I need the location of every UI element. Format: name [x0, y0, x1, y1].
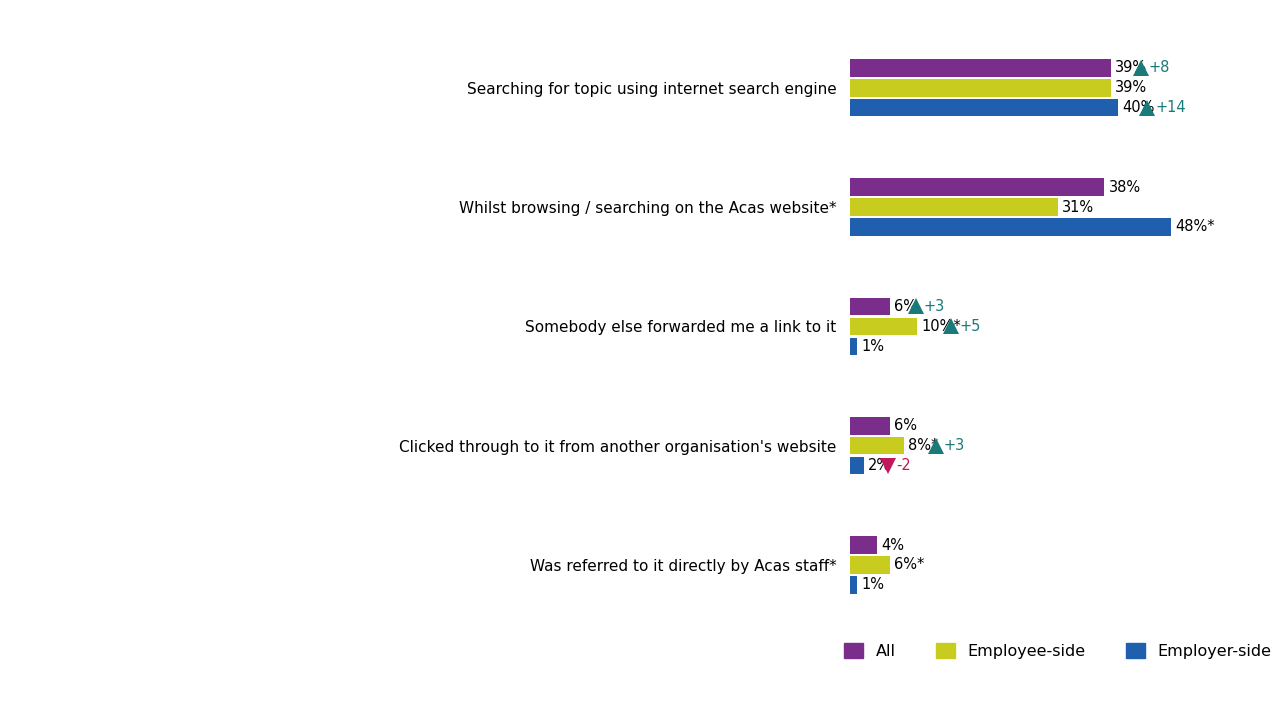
Bar	[850, 536, 877, 554]
Bar	[850, 198, 1057, 216]
Bar	[850, 557, 891, 574]
Text: 48%*: 48%*	[1175, 220, 1215, 235]
Text: +14: +14	[1156, 100, 1187, 115]
Text: 39%: 39%	[1115, 81, 1147, 95]
Bar	[850, 59, 1111, 76]
Text: 38%: 38%	[1108, 180, 1140, 194]
Bar	[850, 298, 891, 315]
Text: 6%: 6%	[895, 418, 918, 433]
Text: 10%*: 10%*	[922, 319, 961, 334]
Text: +5: +5	[959, 319, 980, 334]
Text: 39%: 39%	[1115, 60, 1147, 76]
Bar	[850, 99, 1117, 117]
Text: 31%: 31%	[1061, 199, 1094, 215]
Bar	[850, 218, 1171, 235]
Bar	[850, 179, 1105, 196]
Text: +3: +3	[924, 299, 945, 314]
Bar	[850, 437, 904, 454]
Bar	[850, 318, 918, 335]
Bar	[850, 456, 864, 474]
Text: 2%: 2%	[868, 458, 891, 473]
Text: +8: +8	[1148, 60, 1170, 76]
Bar	[850, 79, 1111, 96]
Text: 40%: 40%	[1121, 100, 1155, 115]
Bar	[850, 576, 856, 593]
Text: 1%: 1%	[861, 577, 884, 593]
Text: 1%: 1%	[861, 338, 884, 354]
Text: 8%*: 8%*	[908, 438, 938, 453]
Bar	[850, 417, 891, 435]
Text: -2: -2	[896, 458, 910, 473]
Text: 6%*: 6%*	[895, 557, 924, 572]
Text: 4%: 4%	[881, 538, 904, 552]
Bar	[850, 338, 856, 355]
Text: +3: +3	[943, 438, 965, 453]
Text: 6%: 6%	[895, 299, 918, 314]
Legend: All, Employee-side, Employer-side: All, Employee-side, Employer-side	[837, 637, 1277, 665]
